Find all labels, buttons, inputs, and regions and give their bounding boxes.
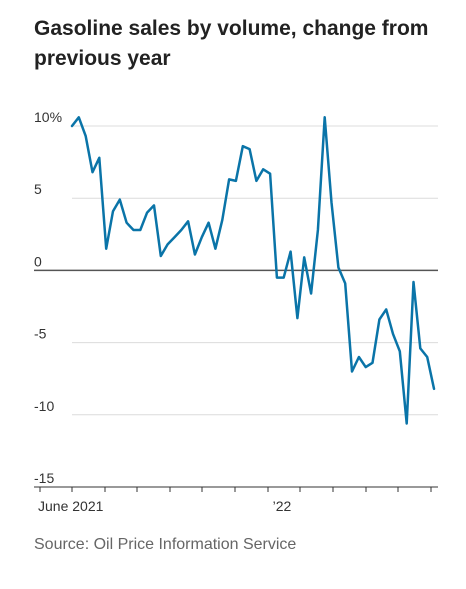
y-tick-label: 5 — [34, 181, 42, 197]
chart-title: Gasoline sales by volume, change from pr… — [34, 17, 429, 70]
y-tick-label: 10% — [34, 109, 62, 125]
source-note: Source: Oil Price Information Service — [34, 536, 297, 553]
series-line — [70, 116, 436, 425]
y-tick-label: 0 — [34, 253, 42, 269]
x-tick-label: ’22 — [273, 498, 292, 514]
x-tick-label: June 2021 — [38, 498, 104, 514]
y-tick-label: -5 — [34, 326, 47, 342]
y-tick-label: -10 — [34, 398, 54, 414]
y-tick-label: -15 — [34, 470, 54, 486]
